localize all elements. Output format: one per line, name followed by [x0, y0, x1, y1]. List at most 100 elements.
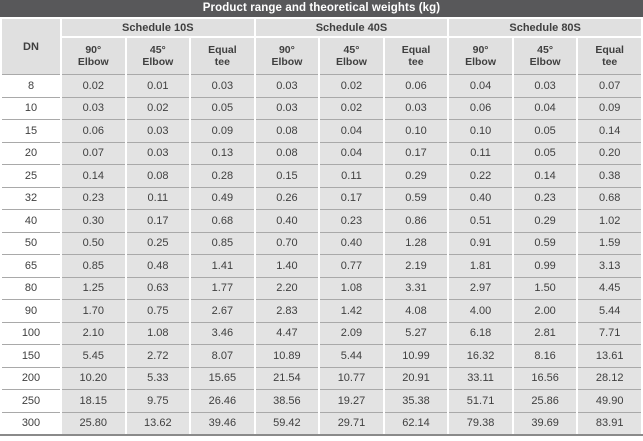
value-cell: 0.08 — [255, 142, 319, 165]
value-cell: 0.23 — [513, 187, 577, 210]
value-cell: 0.07 — [578, 75, 641, 98]
value-cell: 4.47 — [255, 322, 319, 345]
column-header-line1: 90° — [472, 44, 489, 56]
value-cell: 8.16 — [513, 345, 577, 368]
column-header-line1: 45° — [343, 44, 360, 56]
table-row: 8 0.02 0.01 0.03 0.03 0.02 0.06 0.04 0.03 0.07 — [2, 75, 641, 98]
value-cell: 0.48 — [126, 255, 190, 278]
value-cell: 0.99 — [513, 255, 577, 278]
value-cell: 8.07 — [191, 345, 254, 368]
value-cell: 3.46 — [191, 322, 254, 345]
value-cell: 33.11 — [449, 367, 512, 390]
value-cell: 0.75 — [126, 300, 190, 323]
value-cell: 1.81 — [449, 255, 512, 278]
value-cell: 10.77 — [320, 367, 383, 390]
column-header-45-elbow: 45° Elbow — [320, 38, 383, 75]
value-cell: 2.09 — [320, 322, 383, 345]
dn-cell: 80 — [2, 277, 60, 300]
value-cell: 1.77 — [191, 277, 254, 300]
value-cell: 0.15 — [255, 165, 319, 188]
value-cell: 0.59 — [384, 187, 448, 210]
dn-cell: 25 — [2, 165, 60, 188]
value-cell: 0.10 — [384, 120, 448, 143]
dn-cell: 40 — [2, 210, 60, 233]
value-cell: 18.15 — [62, 390, 125, 413]
value-cell: 7.71 — [578, 322, 641, 345]
value-cell: 0.03 — [255, 97, 319, 120]
value-cell: 0.85 — [191, 232, 254, 255]
value-cell: 2.20 — [255, 277, 319, 300]
column-header-45-elbow: 45° Elbow — [513, 38, 577, 75]
dn-cell: 150 — [2, 345, 60, 368]
value-cell: 0.22 — [449, 165, 512, 188]
value-cell: 39.46 — [191, 412, 254, 434]
value-cell: 0.40 — [320, 232, 383, 255]
table-row: 200 10.20 5.33 15.65 21.54 10.77 20.91 33.11 16.… — [2, 367, 641, 390]
value-cell: 0.50 — [62, 232, 125, 255]
value-cell: 15.65 — [191, 367, 254, 390]
value-cell: 0.86 — [384, 210, 448, 233]
table-row: 40 0.30 0.17 0.68 0.40 0.23 0.86 0.51 0.29 1.02 — [2, 210, 641, 233]
value-cell: 1.02 — [578, 210, 641, 233]
column-header-line1: 45° — [149, 44, 166, 56]
dn-cell: 8 — [2, 75, 60, 98]
value-cell: 0.11 — [320, 165, 383, 188]
value-cell: 5.33 — [126, 367, 190, 390]
value-cell: 0.25 — [126, 232, 190, 255]
table-body: 8 0.02 0.01 0.03 0.03 0.02 0.06 0.04 0.03 0.07 10 0… — [2, 75, 641, 434]
value-cell: 25.80 — [62, 412, 125, 434]
table-row: 100 2.10 1.08 3.46 4.47 2.09 5.27 6.18 2.81 7.71 — [2, 322, 641, 345]
value-cell: 0.11 — [126, 187, 190, 210]
column-header-90-elbow: 90° Elbow — [255, 38, 319, 75]
value-cell: 4.45 — [578, 277, 641, 300]
value-cell: 0.51 — [449, 210, 512, 233]
value-cell: 83.91 — [578, 412, 641, 434]
value-cell: 0.91 — [449, 232, 512, 255]
column-header-line2: Elbow — [529, 56, 561, 68]
dn-cell: 250 — [2, 390, 60, 413]
value-cell: 0.17 — [126, 210, 190, 233]
value-cell: 1.40 — [255, 255, 319, 278]
value-cell: 0.40 — [449, 187, 512, 210]
value-cell: 29.71 — [320, 412, 383, 434]
value-cell: 0.01 — [126, 75, 190, 98]
value-cell: 0.11 — [449, 142, 512, 165]
value-cell: 0.06 — [62, 120, 125, 143]
dn-cell: 90 — [2, 300, 60, 323]
value-cell: 1.28 — [384, 232, 448, 255]
value-cell: 0.05 — [513, 120, 577, 143]
value-cell: 3.13 — [578, 255, 641, 278]
value-cell: 0.29 — [513, 210, 577, 233]
table-row: 50 0.50 0.25 0.85 0.70 0.40 1.28 0.91 0.59 1.59 — [2, 232, 641, 255]
value-cell: 9.75 — [126, 390, 190, 413]
value-cell: 0.13 — [191, 142, 254, 165]
value-cell: 1.59 — [578, 232, 641, 255]
value-cell: 49.90 — [578, 390, 641, 413]
dn-cell: 15 — [2, 120, 60, 143]
value-cell: 0.17 — [320, 187, 383, 210]
value-cell: 0.17 — [384, 142, 448, 165]
group-header-schedule-40s: Schedule 40S — [255, 19, 448, 38]
value-cell: 0.06 — [384, 75, 448, 98]
value-cell: 0.10 — [449, 120, 512, 143]
value-cell: 0.14 — [578, 120, 641, 143]
value-cell: 0.63 — [126, 277, 190, 300]
value-cell: 1.50 — [513, 277, 577, 300]
value-cell: 0.03 — [513, 75, 577, 98]
dn-cell: 32 — [2, 187, 60, 210]
value-cell: 16.32 — [449, 345, 512, 368]
value-cell: 0.26 — [255, 187, 319, 210]
table-row: 90 1.70 0.75 2.67 2.83 1.42 4.08 4.00 2.00 5.44 — [2, 300, 641, 323]
value-cell: 10.89 — [255, 345, 319, 368]
value-cell: 6.18 — [449, 322, 512, 345]
column-header-line2: Elbow — [465, 56, 497, 68]
value-cell: 20.91 — [384, 367, 448, 390]
value-cell: 0.49 — [191, 187, 254, 210]
value-cell: 0.30 — [62, 210, 125, 233]
value-cell: 4.00 — [449, 300, 512, 323]
column-header-line2: tee — [602, 56, 618, 68]
value-cell: 0.08 — [126, 165, 190, 188]
value-cell: 0.04 — [513, 97, 577, 120]
column-header-line2: Elbow — [77, 56, 109, 68]
value-cell: 10.20 — [62, 367, 125, 390]
